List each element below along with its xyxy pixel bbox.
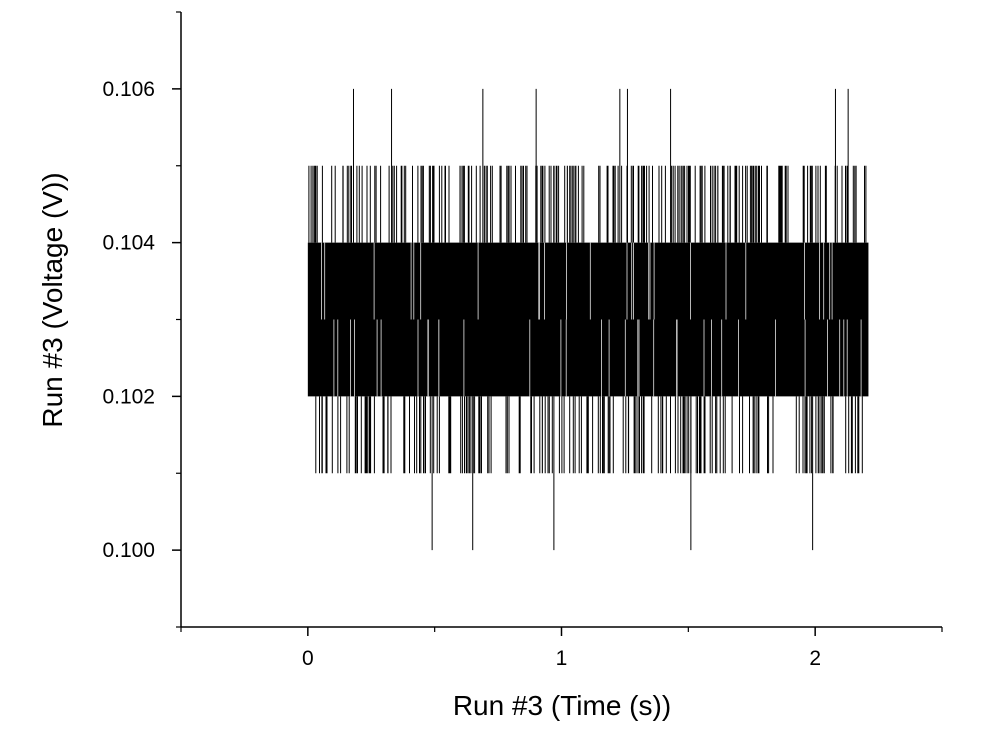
- signal-gaps: [321, 242, 862, 397]
- plot-area: [307, 88, 869, 551]
- signal-band: [307, 242, 869, 397]
- y-tick-label: 0.104: [102, 232, 155, 255]
- x-axis-title: Run #3 (Time (s)): [453, 690, 671, 721]
- y-axis-title: Run #3 (Voltage (V)): [37, 172, 68, 427]
- x-tick-label: 2: [809, 647, 821, 670]
- y-tick-label: 0.100: [102, 539, 155, 562]
- x-axis: 0 1 2: [180, 626, 943, 670]
- x-tick-label: 0: [302, 647, 314, 670]
- y-tick-label: 0.102: [102, 385, 155, 408]
- signal-excursions: [308, 165, 867, 474]
- x-tick-label: 1: [556, 647, 568, 670]
- y-tick-label: 0.106: [102, 78, 155, 101]
- y-axis: 0.100 0.102 0.104 0.106: [102, 11, 182, 628]
